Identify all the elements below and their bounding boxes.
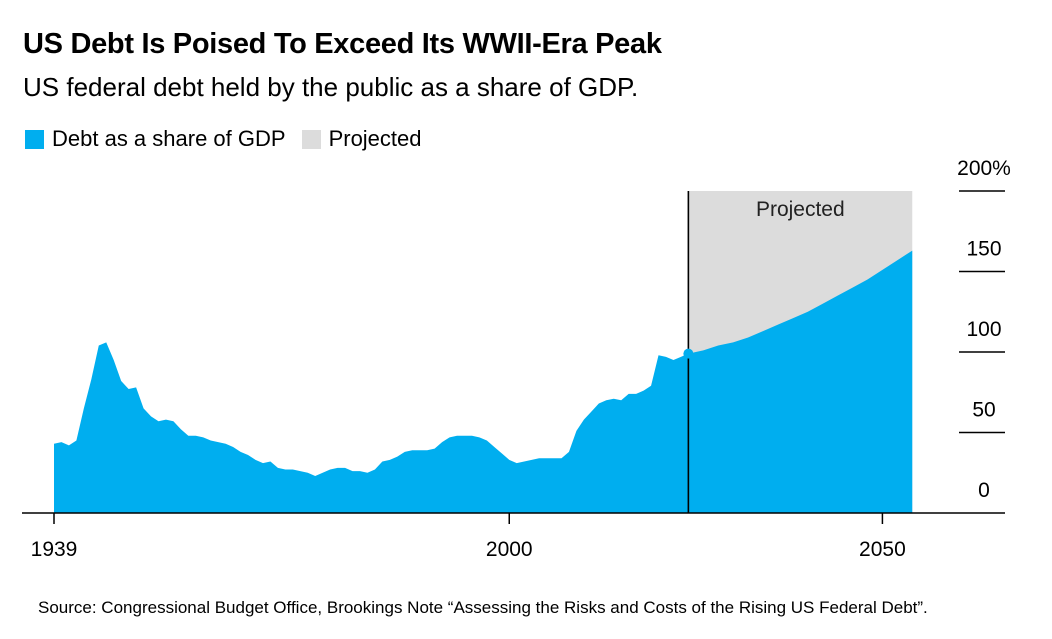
legend-label-debt: Debt as a share of GDP: [52, 126, 286, 151]
source-note: Source: Congressional Budget Office, Bro…: [38, 598, 928, 617]
y-tick-label-50: 50: [972, 399, 995, 422]
series-area-historical: [54, 342, 689, 513]
y-tick-label-0: 0: [978, 479, 990, 502]
x-tick-label-2050: 2050: [859, 538, 906, 561]
y-tick-label-200: 200%: [957, 157, 1011, 180]
legend-item-projected: Projected: [301, 126, 422, 152]
series-area-projected: [688, 250, 913, 513]
legend: Debt as a share of GDP Projected: [25, 126, 438, 152]
chart-title: US Debt Is Poised To Exceed Its WWII-Era…: [23, 28, 662, 60]
legend-label-projected: Projected: [328, 126, 422, 151]
legend-swatch-debt: [25, 129, 44, 149]
x-tick-label-1939: 1939: [31, 538, 78, 561]
y-tick-label-100: 100: [966, 318, 1001, 341]
legend-item-debt: Debt as a share of GDP: [25, 126, 286, 152]
y-tick-label-150: 150: [966, 238, 1001, 261]
legend-swatch-projected: [301, 129, 321, 149]
x-tick-label-2000: 2000: [486, 538, 533, 561]
projection-start-marker: [683, 348, 694, 359]
chart-subtitle: US federal debt held by the public as a …: [23, 72, 639, 102]
projected-region-label: Projected: [756, 198, 845, 221]
